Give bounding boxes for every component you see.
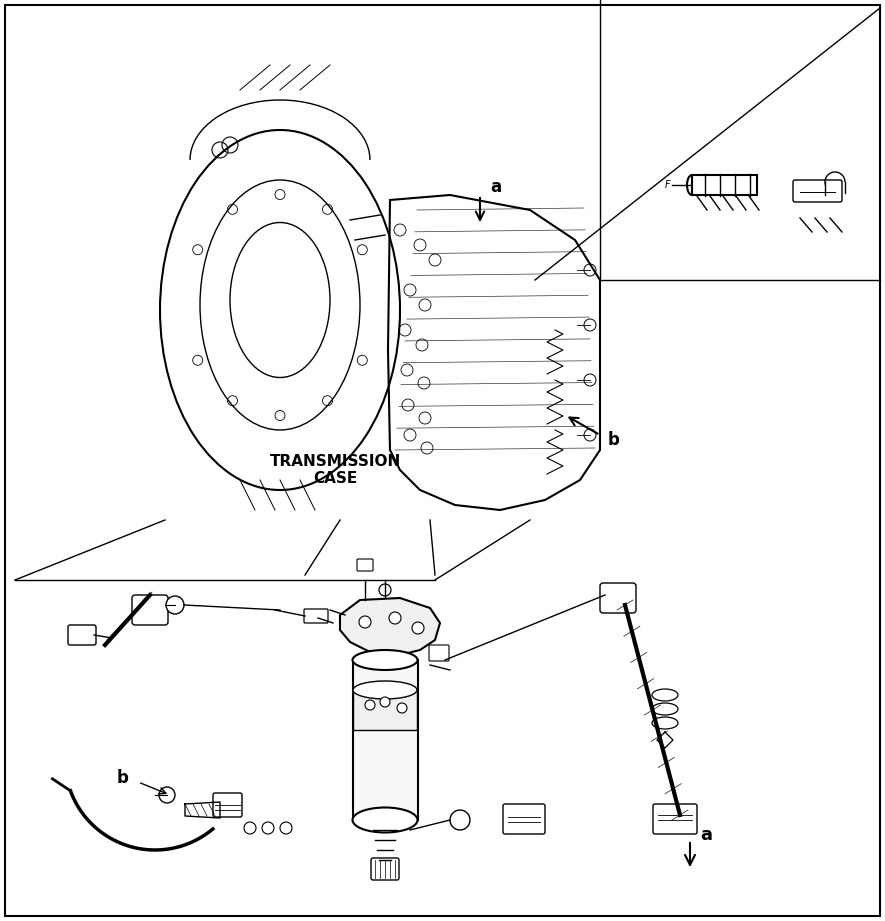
FancyBboxPatch shape [429, 645, 449, 661]
Bar [692, 175, 757, 195]
FancyBboxPatch shape [600, 583, 636, 613]
Circle shape [379, 584, 391, 596]
Circle shape [244, 822, 256, 834]
FancyBboxPatch shape [68, 625, 96, 645]
FancyBboxPatch shape [304, 609, 328, 623]
FancyBboxPatch shape [503, 804, 545, 834]
Ellipse shape [652, 703, 678, 715]
Circle shape [389, 612, 401, 624]
FancyBboxPatch shape [371, 858, 399, 880]
Ellipse shape [652, 689, 678, 701]
FancyBboxPatch shape [793, 180, 842, 202]
Text: TRANSMISSION
CASE: TRANSMISSION CASE [269, 454, 401, 486]
Circle shape [166, 596, 184, 614]
Circle shape [159, 787, 175, 803]
FancyBboxPatch shape [653, 804, 697, 834]
Polygon shape [340, 598, 440, 655]
Text: b: b [608, 431, 619, 449]
FancyBboxPatch shape [357, 559, 373, 571]
Ellipse shape [352, 808, 418, 833]
Circle shape [359, 616, 371, 628]
Text: a: a [700, 826, 712, 844]
Circle shape [450, 810, 470, 830]
Text: F: F [665, 180, 670, 190]
Circle shape [397, 703, 407, 713]
Bar [353, 690, 417, 730]
FancyBboxPatch shape [213, 793, 242, 817]
Circle shape [280, 822, 292, 834]
Text: a: a [490, 178, 501, 196]
Circle shape [365, 700, 375, 710]
FancyBboxPatch shape [132, 595, 168, 625]
Text: b: b [116, 769, 128, 787]
Ellipse shape [352, 650, 418, 670]
Ellipse shape [353, 681, 417, 699]
Circle shape [262, 822, 274, 834]
Ellipse shape [687, 175, 697, 195]
Bar [353, 660, 418, 820]
Circle shape [380, 697, 390, 707]
Ellipse shape [652, 717, 678, 729]
Circle shape [412, 622, 424, 634]
